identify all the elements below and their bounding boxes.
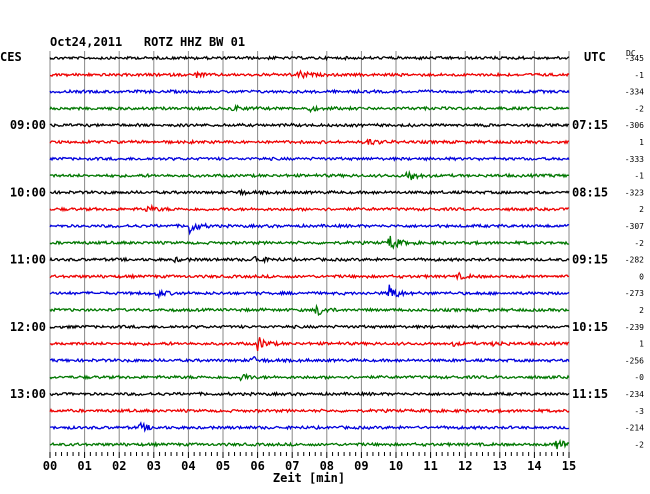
x-tick-label: 12 (458, 459, 472, 473)
dc-value: 1 (639, 138, 644, 147)
trace-11 (49, 235, 570, 250)
utc-time-labels: 07:15 08:15 09:15 10:15 11:15 (572, 118, 608, 401)
local-time-labels: 09:00 10:00 11:00 12:00 13:00 (10, 118, 46, 401)
dc-value: -3 (634, 407, 644, 416)
x-tick-label: 10 (389, 459, 403, 473)
dc-value: -333 (625, 155, 644, 164)
dc-value: -307 (625, 222, 644, 231)
trace-6 (49, 155, 570, 162)
minute-grid (49, 51, 570, 452)
trace-22 (50, 421, 570, 433)
trace-5 (49, 138, 569, 146)
local-time-label: 13:00 (10, 387, 46, 401)
trace-9 (49, 203, 570, 213)
trace-20 (49, 390, 570, 398)
dc-value: -2 (634, 104, 644, 113)
dc-value: -323 (625, 188, 644, 197)
dc-value: 1 (639, 340, 644, 349)
x-tick-label: 00 (43, 459, 57, 473)
trace-2 (49, 88, 570, 95)
trace-group (49, 55, 570, 450)
x-tick-label: 04 (181, 459, 195, 473)
x-tick-label: 14 (527, 459, 541, 473)
dc-value: -1 (634, 172, 644, 181)
trace-0 (49, 55, 570, 62)
dc-value: -1 (634, 71, 644, 80)
x-axis: 00 01 02 03 04 05 06 07 08 09 10 11 12 13 14 15 (43, 452, 576, 473)
local-time-label: 09:00 (10, 118, 46, 132)
dc-value: -306 (625, 121, 644, 130)
utc-time-label: 09:15 (572, 253, 608, 267)
dc-value: -234 (625, 390, 644, 399)
trace-8 (49, 188, 570, 197)
dc-value: -334 (625, 88, 644, 97)
trace-21 (49, 407, 570, 414)
trace-10 (49, 222, 570, 236)
dc-value: 0 (639, 272, 644, 281)
trace-1 (49, 69, 570, 80)
x-tick-label: 05 (216, 459, 230, 473)
trace-12 (49, 255, 570, 265)
trace-19 (49, 372, 570, 382)
utc-time-label: 07:15 (572, 118, 608, 132)
right-axis-label: UTC (584, 50, 606, 64)
x-tick-label: 11 (423, 459, 437, 473)
dc-value: 2 (639, 205, 644, 214)
x-tick-label: 07 (285, 459, 299, 473)
dc-value: -282 (625, 256, 644, 265)
left-axis-label: CES (0, 50, 22, 64)
dc-value: -0 (634, 373, 644, 382)
x-tick-label: 02 (112, 459, 126, 473)
x-tick-label: 08 (320, 459, 334, 473)
x-tick-label: 03 (147, 459, 161, 473)
trace-14 (49, 284, 570, 300)
dc-value: -273 (625, 289, 644, 298)
x-tick-label: 15 (562, 459, 576, 473)
dc-values: -345 -1 -334 -2 -306 1 -333 -1 -323 2 -307 -2 -282 0 -… (625, 54, 644, 449)
trace-13 (49, 271, 570, 282)
dc-value: -2 (634, 440, 644, 449)
dc-value: -256 (625, 356, 644, 365)
local-time-label: 11:00 (10, 253, 46, 267)
trace-15 (49, 303, 570, 317)
utc-time-label: 08:15 (572, 185, 608, 199)
x-tick-label: 13 (493, 459, 507, 473)
trace-3 (49, 103, 570, 114)
trace-4 (49, 122, 570, 129)
trace-16 (49, 323, 570, 330)
dc-value: -345 (625, 54, 644, 63)
utc-time-label: 11:15 (572, 387, 608, 401)
local-time-label: 10:00 (10, 185, 46, 199)
x-tick-label: 09 (354, 459, 368, 473)
dc-value: -239 (625, 323, 644, 332)
dc-label: DC (626, 49, 636, 58)
utc-time-label: 10:15 (572, 320, 608, 334)
x-tick-label: 06 (250, 459, 264, 473)
dc-value: -2 (634, 239, 644, 248)
dc-value: -214 (625, 424, 644, 433)
trace-18 (49, 356, 570, 364)
x-axis-label: Zeit [min] (273, 471, 345, 485)
chart-title: Oct24,2011 ROTZ HHZ BW 01 (50, 35, 245, 49)
trace-23 (49, 438, 570, 450)
x-tick-label: 01 (77, 459, 91, 473)
dc-value: 2 (639, 306, 644, 315)
trace-17 (49, 337, 570, 352)
local-time-label: 12:00 (10, 320, 46, 334)
trace-7 (49, 169, 570, 181)
